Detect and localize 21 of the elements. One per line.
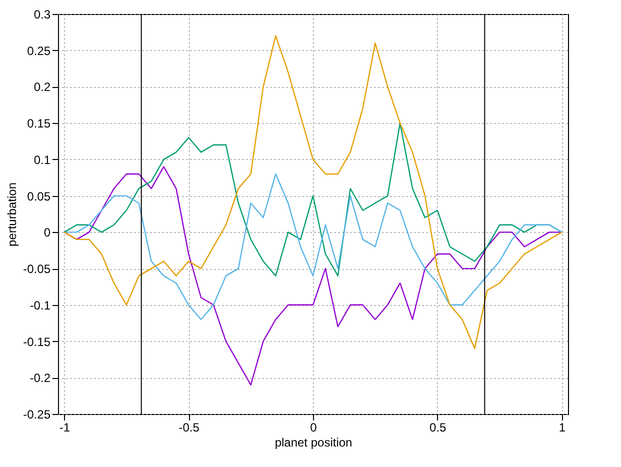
y-tick-label: -0.05 bbox=[23, 262, 51, 276]
line-series bbox=[64, 35, 562, 350]
y-tick-label: -0.1 bbox=[30, 298, 51, 312]
y-tick-label: 0.15 bbox=[27, 116, 51, 131]
y-tick-label: 0.2 bbox=[34, 80, 51, 94]
y-tick-label: -0.25 bbox=[23, 408, 51, 422]
y-axis-title: perturbation bbox=[5, 182, 20, 247]
y-tick-label: -0.15 bbox=[23, 334, 51, 349]
y-tick-label: 0.1 bbox=[34, 152, 51, 167]
y-tick-label: 0.3 bbox=[34, 8, 51, 22]
y-tick-label: 0.05 bbox=[27, 189, 51, 204]
x-tick-label: 0.5 bbox=[430, 420, 447, 434]
y-tick-label: 0.25 bbox=[27, 44, 51, 58]
x-tick-label: 0 bbox=[310, 420, 318, 434]
x-tick-label: -0.5 bbox=[178, 420, 200, 434]
x-tick-label: -1 bbox=[59, 420, 70, 434]
y-tick-label: -0.2 bbox=[30, 371, 51, 386]
x-tick-label: 1 bbox=[558, 420, 566, 434]
y-tick-label: 0 bbox=[44, 226, 51, 240]
line-series bbox=[64, 173, 562, 320]
x-axis-title: planet position bbox=[274, 436, 352, 450]
